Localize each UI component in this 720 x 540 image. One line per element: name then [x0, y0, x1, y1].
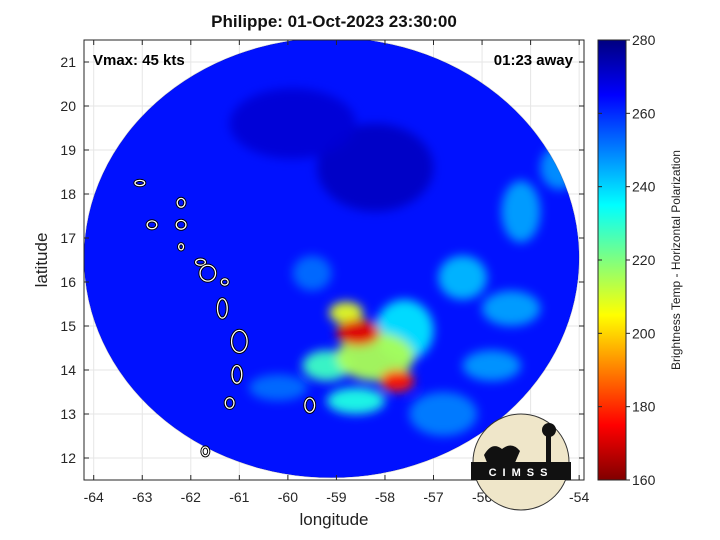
y-tick-label: 18 — [60, 186, 76, 202]
island-outline — [175, 219, 187, 230]
colorbar-tick-label: 220 — [632, 252, 656, 268]
island-outline — [201, 446, 210, 457]
disk-base — [84, 40, 580, 478]
temperature-feature — [249, 374, 308, 401]
chart-title: Philippe: 01-Oct-2023 23:30:00 — [211, 12, 457, 31]
x-tick-label: -63 — [132, 489, 152, 505]
x-tick-label: -61 — [229, 489, 249, 505]
y-tick-label: 14 — [60, 362, 76, 378]
temperature-feature — [326, 387, 385, 414]
island-outline — [216, 298, 228, 319]
temperature-feature — [482, 290, 541, 326]
x-tick-label: -62 — [181, 489, 201, 505]
island-outline — [224, 397, 235, 409]
temperature-feature — [501, 180, 541, 243]
island-outline — [230, 329, 248, 354]
y-tick-label: 21 — [60, 54, 76, 70]
x-tick-label: -59 — [326, 489, 346, 505]
coastlines — [133, 178, 317, 458]
time-away-annotation: 01:23 away — [493, 52, 573, 69]
vmax-annotation: Vmax: 45 kts — [93, 52, 185, 69]
y-tick-label: 13 — [60, 406, 76, 422]
x-tick-label: -64 — [84, 489, 104, 505]
island-outline — [176, 197, 186, 208]
brightness-temp-disk — [84, 40, 580, 479]
colorbar — [597, 39, 627, 481]
y-axis-label: latitude — [32, 232, 51, 288]
x-tick-label: -54 — [569, 489, 589, 505]
y-tick-label: 12 — [60, 450, 76, 466]
island-outline — [199, 264, 217, 282]
cimss-logo: CIMSS — [471, 413, 571, 511]
x-axis-label: longitude — [299, 510, 369, 529]
x-tick-label: -60 — [278, 489, 298, 505]
svg-text:CIMSS: CIMSS — [489, 467, 554, 479]
island-outline — [178, 243, 185, 251]
island-outline — [195, 258, 207, 266]
island-outline — [220, 278, 229, 286]
temperature-feature — [409, 392, 478, 436]
colorbar-tick-label: 160 — [632, 472, 656, 488]
y-axis: 12 13 14 15 16 17 18 19 20 21 — [60, 54, 584, 466]
colorbar-tick-label: 260 — [632, 105, 656, 121]
island-outline — [134, 179, 146, 187]
colorbar-tick-label: 280 — [632, 32, 656, 48]
colorbar-ticks: 160 180 200 220 240 260 280 — [598, 32, 656, 488]
temperature-feature — [229, 88, 356, 159]
temperature-feature — [317, 123, 434, 212]
x-tick-label: -57 — [423, 489, 443, 505]
temperature-feature — [380, 370, 415, 392]
colorbar-tick-label: 180 — [632, 399, 656, 415]
temperature-feature — [462, 350, 521, 381]
temperature-feature — [438, 255, 487, 300]
temperature-feature — [292, 255, 332, 291]
island-outline — [231, 364, 243, 384]
y-tick-label: 16 — [60, 274, 76, 290]
y-tick-label: 15 — [60, 318, 76, 334]
y-tick-label: 20 — [60, 98, 76, 114]
colorbar-label: Brightness Temp - Horizontal Polarizatio… — [669, 150, 683, 370]
y-tick-label: 19 — [60, 142, 76, 158]
island-outline — [146, 220, 158, 230]
island-outline — [304, 397, 316, 413]
colorbar-tick-label: 200 — [632, 325, 656, 341]
temperature-feature — [329, 301, 364, 324]
colorbar-tick-label: 240 — [632, 179, 656, 195]
y-tick-label: 17 — [60, 230, 76, 246]
temperature-feature — [336, 319, 381, 346]
x-tick-label: -58 — [375, 489, 395, 505]
